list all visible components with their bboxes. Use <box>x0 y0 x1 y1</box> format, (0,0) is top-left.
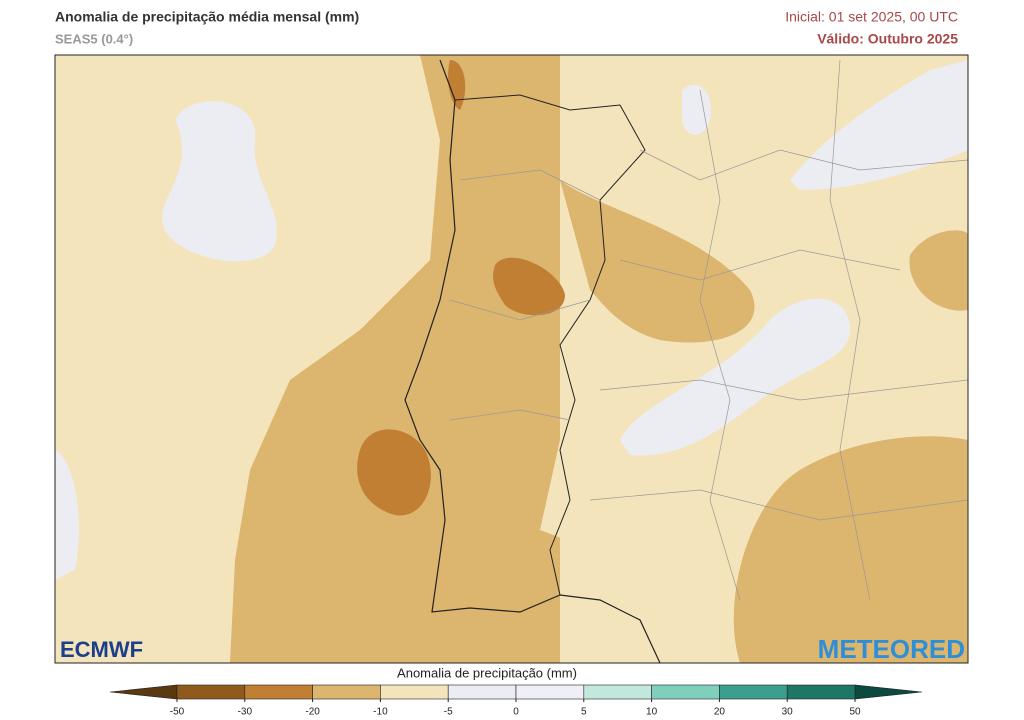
anomaly-zone <box>230 55 560 663</box>
anomaly-zone <box>448 60 466 110</box>
colorbar-tick-label: 20 <box>714 707 726 718</box>
coastline <box>404 59 661 663</box>
colorbar-tick-label: 50 <box>849 707 861 718</box>
anomaly-zone <box>55 450 79 580</box>
colorbar-tick-label: 0 <box>513 707 519 718</box>
meteored-logo: METEORED <box>818 634 965 664</box>
colorbar-bin <box>380 684 449 700</box>
colorbar-bin <box>719 684 788 700</box>
anomaly-zone <box>357 429 431 516</box>
ecmwf-logo: ECMWF <box>60 637 143 662</box>
colorbar-extend <box>854 684 923 700</box>
colorbar-bin <box>515 684 585 700</box>
colorbar-tick-label: -20 <box>305 707 320 718</box>
colorbar-tick-label: 10 <box>646 707 658 718</box>
map <box>55 55 968 663</box>
subtitle: SEAS5 (0.4°) <box>55 31 133 46</box>
anomaly-zone <box>560 180 755 343</box>
anomaly-zone <box>733 436 968 663</box>
border <box>454 94 646 596</box>
colorbar-bin <box>176 684 246 700</box>
colorbar-tick-label: -50 <box>170 707 185 718</box>
colorbar-title: Anomalia de precipitação (mm) <box>397 665 577 680</box>
colorbar-tick-label: -5 <box>444 707 453 718</box>
colorbar-bin <box>244 684 313 700</box>
colorbar-bin <box>786 684 856 700</box>
colorbar-bin <box>447 684 517 700</box>
anomaly-zone <box>909 230 968 311</box>
colorbar-bin <box>651 684 720 700</box>
anomaly-zone <box>790 60 968 190</box>
anomaly-zone <box>620 298 850 456</box>
anomaly-zone <box>682 84 711 135</box>
colorbar-tick-label: 5 <box>581 707 587 718</box>
title: Anomalia de precipitação média mensal (m… <box>55 9 359 25</box>
colorbar-extend <box>109 684 178 700</box>
colorbar-bin <box>312 684 381 700</box>
colorbar-tick-label: -30 <box>238 707 253 718</box>
colorbar-tick-label: -10 <box>373 707 388 718</box>
anomaly-zone <box>162 101 277 262</box>
colorbar-tick-label: 30 <box>782 707 794 718</box>
regions <box>449 59 968 601</box>
initial-date: Inicial: 01 set 2025, 00 UTC <box>785 9 958 25</box>
colorbar: -50 -30 -20 -10 -5 0 5 10 20 30 50 <box>109 684 923 718</box>
map-frame <box>54 54 969 664</box>
anomaly-zone <box>493 257 565 316</box>
colorbar-bin <box>583 684 652 700</box>
valid-date: Válido: Outubro 2025 <box>817 31 958 47</box>
